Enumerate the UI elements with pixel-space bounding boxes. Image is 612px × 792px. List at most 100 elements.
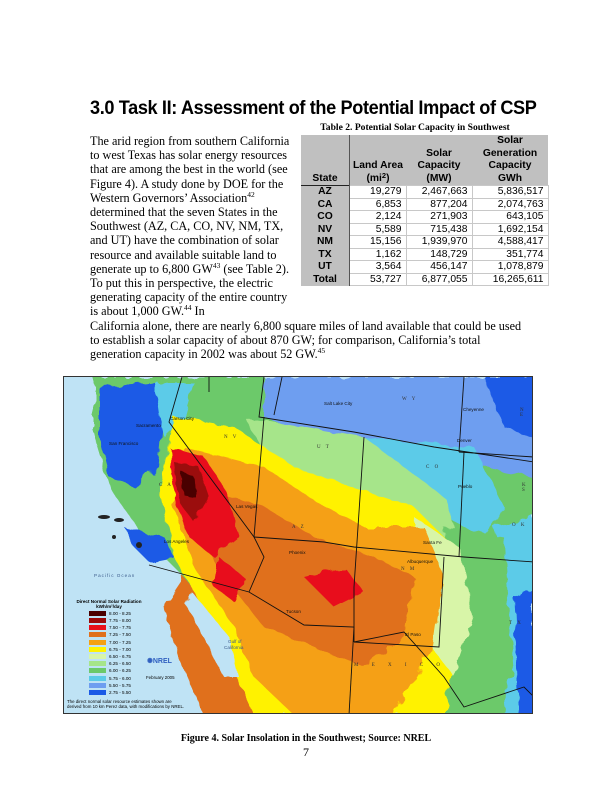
city-label: Pueblo: [458, 484, 473, 489]
footnote-ref[interactable]: 45: [317, 346, 326, 356]
legend-item: 7.00 - 7.25: [89, 639, 149, 646]
legend-item: 5.75 - 6.00: [89, 675, 149, 682]
region-label: N E: [520, 408, 526, 418]
section-heading: 3.0 Task II: Assessment of the Potential…: [90, 97, 537, 119]
city-label: Cheyenne: [463, 407, 484, 412]
legend-swatch: [89, 675, 106, 681]
cell-generation: 16,265,611: [471, 272, 549, 286]
cell-state: NM: [301, 235, 350, 248]
map-legend: Direct Normal Solar Radiation kWh/m²/day…: [69, 599, 149, 696]
table-row: TX 1,162 148,729 351,774: [301, 247, 549, 261]
nrel-logo: ✺NREL: [147, 658, 172, 665]
cell-generation: 643,105: [471, 210, 549, 224]
footnote-ref[interactable]: 44: [184, 303, 192, 313]
cell-state: UT: [301, 260, 350, 273]
cell-capacity: 1,939,970: [405, 235, 473, 249]
city-label: Santa Fe: [423, 540, 442, 545]
city-label: Tucson: [286, 609, 301, 614]
table-caption: Table 2. Potential Solar Capacity in Sou…: [320, 122, 510, 133]
legend-item: 7.50 - 7.75: [89, 624, 149, 631]
body-paragraph-full: California alone, there are nearly 6,800…: [90, 318, 522, 362]
cell-state: CO: [301, 210, 350, 223]
region-label: N V: [224, 435, 239, 440]
state-borders: [148, 377, 532, 713]
legend-unit: kWh/m²/day: [96, 604, 122, 610]
nrel-sun-icon: ✺: [147, 658, 153, 665]
cell-capacity: 148,729: [405, 247, 473, 261]
legend-item: 6.00 - 6.25: [89, 667, 149, 674]
cell-generation: 1,078,879: [471, 260, 549, 274]
region-label: T X: [509, 621, 523, 626]
city-label: San Francisco: [109, 441, 139, 446]
legend-swatch: [89, 668, 106, 674]
cell-capacity: 2,467,663: [405, 185, 473, 199]
solar-capacity-table: State Land Area (mi2) Solar Capacity (MW) S…: [301, 135, 549, 286]
legend-item: 2.75 - 5.50: [89, 689, 149, 696]
cell-state: NV: [301, 223, 350, 236]
cell-capacity: 6,877,055: [405, 272, 473, 286]
region-label: K S: [522, 483, 528, 493]
city-label: Carson City: [170, 416, 194, 421]
legend-swatch: [89, 689, 106, 695]
region-label: A Z: [292, 525, 306, 530]
legend-swatch: [89, 610, 106, 616]
legend-title: Direct Normal Solar Radiation: [76, 599, 142, 604]
cell-generation: 1,692,154: [471, 222, 549, 236]
figure-caption: Figure 4. Solar Insolation in the Southw…: [180, 733, 432, 744]
table-row-total: Total 53,727 6,877,055 16,265,611: [301, 272, 549, 286]
legend-item: 7.25 - 7.50: [89, 631, 149, 638]
page-number: 7: [303, 745, 309, 759]
cell-state: AZ: [301, 185, 350, 198]
table-row: NV 5,589 715,438 1,692,154: [301, 222, 549, 236]
region-label: N M: [401, 567, 417, 572]
legend-swatch: [89, 639, 106, 645]
legend-swatch: [89, 632, 106, 638]
legend-item: 6.50 - 6.75: [89, 653, 149, 660]
city-label: Phoenix: [289, 550, 306, 555]
solar-insolation-map: Direct Normal Solar Radiation kWh/m²/day…: [63, 376, 533, 714]
cell-generation: 351,774: [471, 247, 549, 261]
legend-item: 7.75 - 8.00: [89, 617, 149, 624]
legend-item: 6.25 - 6.50: [89, 660, 149, 667]
map-graphic: [64, 377, 532, 713]
map-data-note: The direct normal solar resource estimat…: [67, 699, 185, 710]
city-label: Denver: [457, 438, 472, 443]
region-label: C O: [426, 465, 441, 470]
region-label: M E X I C O: [354, 663, 446, 668]
legend-swatch: [89, 682, 106, 688]
legend-item: 6.75 - 7.00: [89, 646, 149, 653]
table-row: NM 15,156 1,939,970 4,588,417: [301, 235, 549, 249]
city-label: Los Angeles: [164, 539, 190, 544]
cell-capacity: 877,204: [405, 197, 473, 211]
city-label: Salt Lake City: [324, 401, 353, 406]
header-solar-capacity: Solar Capacity (MW): [406, 135, 472, 186]
header-land-area: Land Area (mi2): [349, 135, 406, 186]
body-text: The arid region from southern California…: [90, 134, 530, 361]
cell-generation: 2,074,763: [471, 197, 549, 211]
cell-land-area: 15,156: [349, 235, 407, 249]
map-date: February 2005: [146, 675, 175, 680]
region-label: C A: [159, 483, 173, 488]
city-label: El Paso: [405, 632, 421, 637]
table-row: CO 2,124 271,903 643,105: [301, 210, 549, 224]
table-row: AZ 19,279 2,467,663 5,836,517: [301, 185, 549, 199]
cell-land-area: 53,727: [349, 272, 407, 286]
table-header-row: State Land Area (mi2) Solar Capacity (MW) S…: [301, 135, 548, 186]
city-label: Sacramento: [136, 423, 161, 428]
legend-swatch: [89, 646, 106, 652]
legend-swatch: [89, 618, 106, 624]
footnote-ref[interactable]: 43: [212, 260, 221, 270]
legend-swatch: [89, 661, 106, 667]
header-generation-capacity: Solar Generation Capacity GWh: [472, 135, 548, 186]
cell-state: CA: [301, 198, 350, 211]
city-label: Las Vegas: [236, 504, 258, 509]
cell-state: TX: [301, 248, 350, 261]
legend-swatch: [89, 625, 106, 631]
region-label: O K: [512, 523, 527, 528]
table-row: CA 6,853 877,204 2,074,763: [301, 197, 549, 211]
body-paragraph-wrapped: The arid region from southern California…: [90, 134, 290, 319]
legend-swatch: [89, 654, 106, 660]
water-label: Pacific Ocean: [94, 573, 136, 578]
water-label: California: [224, 645, 244, 650]
footnote-ref[interactable]: 42: [247, 189, 255, 199]
